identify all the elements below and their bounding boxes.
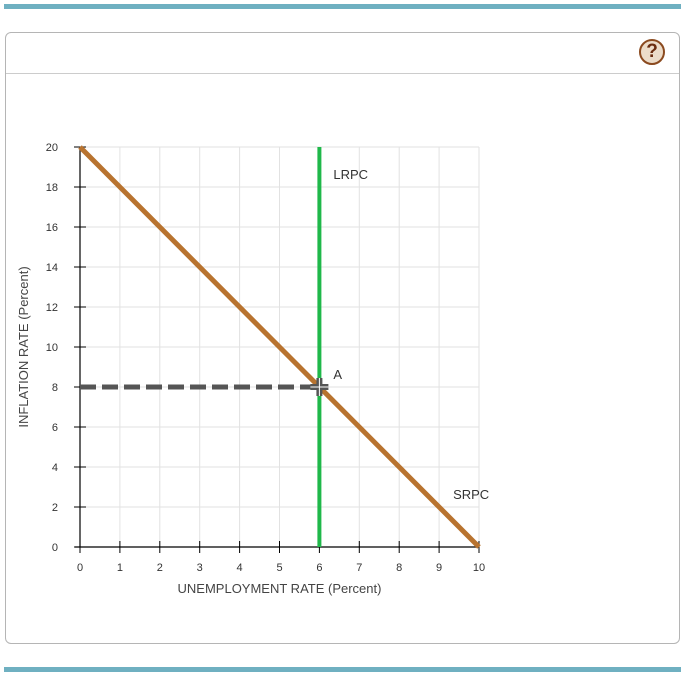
graph-panel: ? xyxy=(5,32,680,644)
label-a: A xyxy=(333,367,342,382)
y-tick-label: 14 xyxy=(46,262,58,274)
x-tick-label: 0 xyxy=(77,562,83,574)
x-tick-label: 10 xyxy=(473,562,485,574)
top-accent-bar xyxy=(4,4,681,9)
x-tick-label: 6 xyxy=(316,562,322,574)
label-srpc: SRPC xyxy=(453,487,489,502)
y-tick-label: 20 xyxy=(46,142,58,154)
x-tick-label: 5 xyxy=(276,562,282,574)
y-tick-label: 12 xyxy=(46,302,58,314)
y-tick-label: 18 xyxy=(46,182,58,194)
y-tick-label: 10 xyxy=(46,342,58,354)
help-icon[interactable]: ? xyxy=(639,39,665,65)
label-lrpc: LRPC xyxy=(333,167,368,182)
x-tick-label: 2 xyxy=(157,562,163,574)
x-tick-label: 9 xyxy=(436,562,442,574)
x-tick-label: 8 xyxy=(396,562,402,574)
x-tick-label: 4 xyxy=(237,562,243,574)
y-tick-label: 6 xyxy=(52,422,58,434)
y-tick-label: 2 xyxy=(52,502,58,514)
x-axis-title: UNEMPLOYMENT RATE (Percent) xyxy=(178,581,382,596)
bottom-accent-bar xyxy=(4,667,681,672)
panel-header: ? xyxy=(6,33,679,74)
y-tick-label: 16 xyxy=(46,222,58,234)
x-tick-label: 7 xyxy=(356,562,362,574)
x-tick-label: 1 xyxy=(117,562,123,574)
srpc-curve xyxy=(78,145,481,549)
x-tick-label: 3 xyxy=(197,562,203,574)
y-axis-title: INFLATION RATE (Percent) xyxy=(16,266,31,427)
y-tick-label: 0 xyxy=(52,542,58,554)
y-tick-label: 4 xyxy=(52,462,58,474)
y-tick-label: 8 xyxy=(52,382,58,394)
